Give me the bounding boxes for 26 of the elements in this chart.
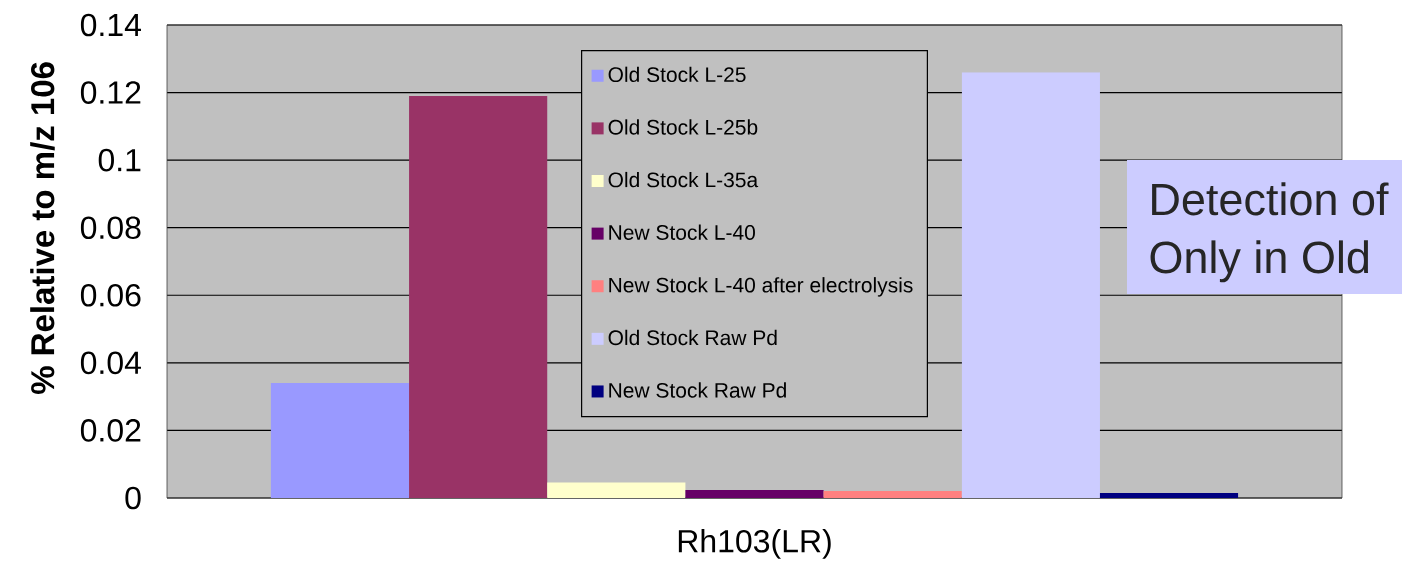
- y-axis-title: % Relative to m/z 106: [30, 62, 55, 394]
- bar: [547, 482, 686, 498]
- y-tick-label: 0: [125, 486, 141, 510]
- y-tick-label: 0.06: [80, 283, 141, 307]
- legend-label: Old Stock L-35a: [608, 171, 759, 188]
- annotation: Detection of: [1152, 182, 1389, 216]
- bar: [409, 95, 548, 498]
- legend-label: Old Stock Raw Pd: [608, 329, 777, 346]
- legend-label: New Stock L-40: [609, 224, 755, 240]
- legend-label: Old Stock L-25b: [608, 119, 758, 135]
- x-tick-label: Rh103(LR): [678, 529, 831, 559]
- y-tick-label: 0.1: [98, 148, 141, 172]
- y-tick-label: 0.04: [80, 351, 141, 375]
- bar: [823, 490, 962, 498]
- bar: [961, 72, 1100, 498]
- legend-label: New Stock Raw Pd: [609, 382, 786, 398]
- bar: [1099, 492, 1239, 498]
- y-tick-label: 0.02: [80, 419, 141, 442]
- annotation: Only in Old: [1150, 240, 1369, 283]
- y-tick-label: 0.08: [80, 216, 141, 240]
- bar: [685, 489, 824, 498]
- bar: [270, 383, 410, 498]
- y-tick-label: 0.12: [80, 81, 141, 104]
- y-tick-label: 0.14: [80, 13, 141, 37]
- legend-label: Old Stock L-25: [608, 66, 746, 83]
- legend-label: New Stock L-40 after electrolysis: [609, 277, 913, 297]
